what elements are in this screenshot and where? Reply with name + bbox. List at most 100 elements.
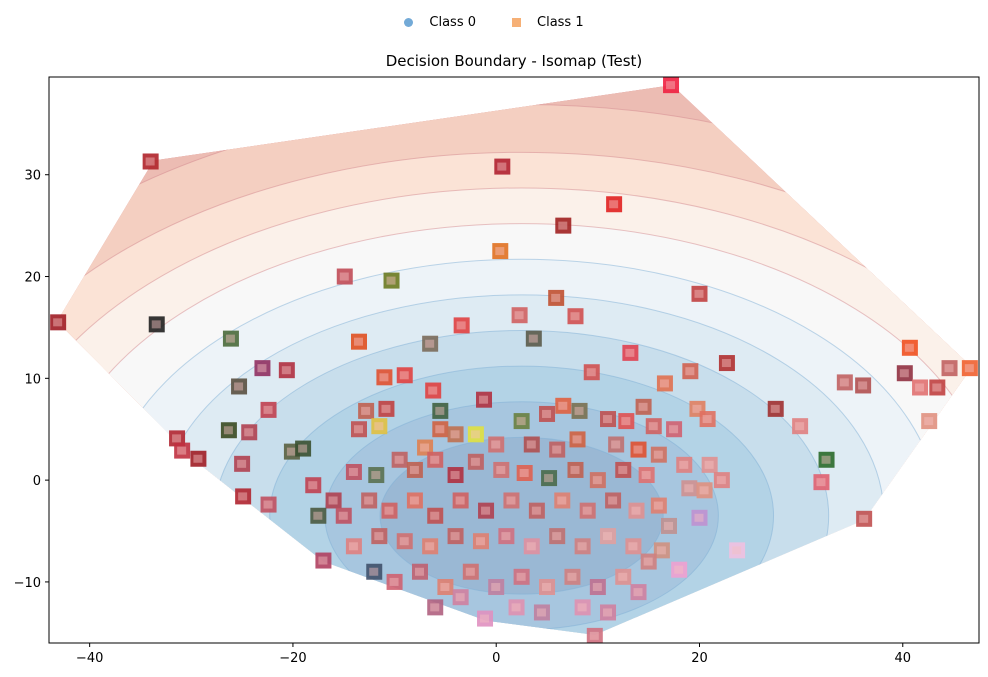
thumbnail-point	[503, 492, 520, 509]
thumbnail-point	[477, 610, 494, 627]
thumbnail-point	[366, 563, 383, 580]
thumbnail-point	[836, 374, 853, 391]
thumbnail-point	[729, 542, 746, 559]
thumbnail-point	[220, 422, 237, 439]
y-tick-label: −10	[14, 576, 41, 591]
thumbnail-point	[406, 492, 423, 509]
thumbnail-point	[508, 599, 525, 616]
thumbnail-point	[681, 480, 698, 497]
thumbnail-point	[516, 464, 533, 481]
thumbnail-point	[234, 455, 251, 472]
thumbnail-point	[278, 362, 295, 379]
thumbnail-point	[718, 355, 735, 372]
thumbnail-point	[447, 528, 464, 545]
thumbnail-point	[478, 502, 495, 519]
thumbnail-point	[628, 502, 645, 519]
thumbnail-point	[295, 440, 312, 457]
thumbnail-point	[525, 330, 542, 347]
thumbnail-point	[231, 378, 248, 395]
thumbnail-point	[174, 442, 191, 459]
thumbnail-point	[467, 453, 484, 470]
y-tick-label: 10	[24, 372, 41, 387]
thumbnail-point	[425, 382, 442, 399]
x-tick-label: 40	[894, 651, 911, 666]
thumbnail-point	[574, 599, 591, 616]
thumbnail-point	[630, 584, 647, 601]
thumbnail-point	[912, 379, 929, 396]
thumbnail-point	[427, 507, 444, 524]
y-axis: −10 0 10 20 30	[14, 169, 49, 591]
thumbnail-point	[640, 553, 657, 570]
thumbnail-point	[368, 467, 385, 484]
thumbnail-point	[235, 488, 252, 505]
thumbnail-point	[600, 411, 617, 428]
thumbnail-point	[682, 363, 699, 380]
thumbnail-point	[941, 360, 958, 377]
thumbnail-point	[661, 517, 677, 534]
thumbnail-point	[452, 589, 469, 606]
thumbnail-point	[260, 401, 277, 418]
thumbnail-point	[818, 451, 835, 468]
thumbnail-point	[406, 461, 423, 478]
x-tick-label: −20	[279, 651, 306, 666]
thumbnail-point	[190, 450, 207, 467]
thumbnail-point	[511, 307, 528, 324]
y-tick-label: 0	[33, 474, 41, 489]
thumbnail-point	[386, 573, 403, 590]
thumbnail-point	[625, 538, 642, 555]
thumbnail-point	[336, 268, 353, 285]
chart-title: Decision Boundary - Isomap (Test)	[385, 52, 643, 70]
thumbnail-point	[671, 561, 688, 578]
thumbnail-point	[358, 402, 375, 419]
thumbnail-point	[921, 413, 938, 430]
x-tick-label: 0	[492, 651, 500, 666]
thumbnail-point	[383, 272, 400, 289]
thumbnail-point	[691, 509, 708, 526]
thumbnail-point	[579, 502, 596, 519]
thumbnail-point	[564, 568, 581, 585]
thumbnail-point	[472, 533, 489, 550]
thumbnail-point	[476, 391, 493, 408]
class-0-circle-icon	[404, 17, 414, 27]
thumbnail-point	[447, 467, 464, 484]
thumbnail-point	[494, 158, 511, 175]
thumbnail-point	[586, 627, 603, 643]
thumbnail-point	[691, 285, 708, 302]
thumbnail-point	[498, 528, 515, 545]
thumbnail-point	[513, 413, 530, 430]
thumbnail-point	[618, 413, 635, 430]
x-axis: −40 −20 0 20 40	[76, 643, 911, 666]
thumbnail-point	[361, 492, 378, 509]
thumbnail-point	[523, 436, 540, 453]
thumbnail-point	[254, 360, 271, 377]
thumbnail-point	[411, 563, 428, 580]
thumbnail-point	[630, 441, 647, 458]
thumbnail-point	[555, 397, 572, 414]
legend-item-class-1: Class 1	[512, 15, 584, 30]
thumbnail-point	[929, 379, 946, 396]
thumbnail-point	[574, 538, 591, 555]
thumbnail-point	[533, 604, 550, 621]
thumbnail-point	[767, 400, 784, 417]
thumbnail-point	[422, 538, 439, 555]
thumbnail-point	[589, 579, 606, 596]
x-tick-label: −40	[76, 651, 103, 666]
legend-item-class-0: Class 0	[404, 15, 476, 30]
thumbnail-point	[699, 411, 716, 428]
thumbnail-point	[600, 604, 617, 621]
thumbnail-point	[600, 528, 617, 545]
thumbnail-point	[488, 436, 505, 453]
thumbnail-point	[345, 538, 362, 555]
thumbnail-point	[961, 360, 978, 377]
thumbnail-point	[650, 497, 667, 514]
thumbnail-point	[437, 579, 454, 596]
thumbnail-point	[549, 441, 566, 458]
thumbnail-point	[325, 492, 342, 509]
legend-label-class-1: Class 1	[537, 14, 584, 30]
thumbnail-point	[645, 418, 662, 435]
thumbnail-point	[381, 502, 398, 519]
thumbnail-point	[396, 533, 413, 550]
legend: Class 0 Class 1	[0, 12, 988, 32]
thumbnail-point	[452, 492, 469, 509]
thumbnail-point	[351, 333, 367, 350]
